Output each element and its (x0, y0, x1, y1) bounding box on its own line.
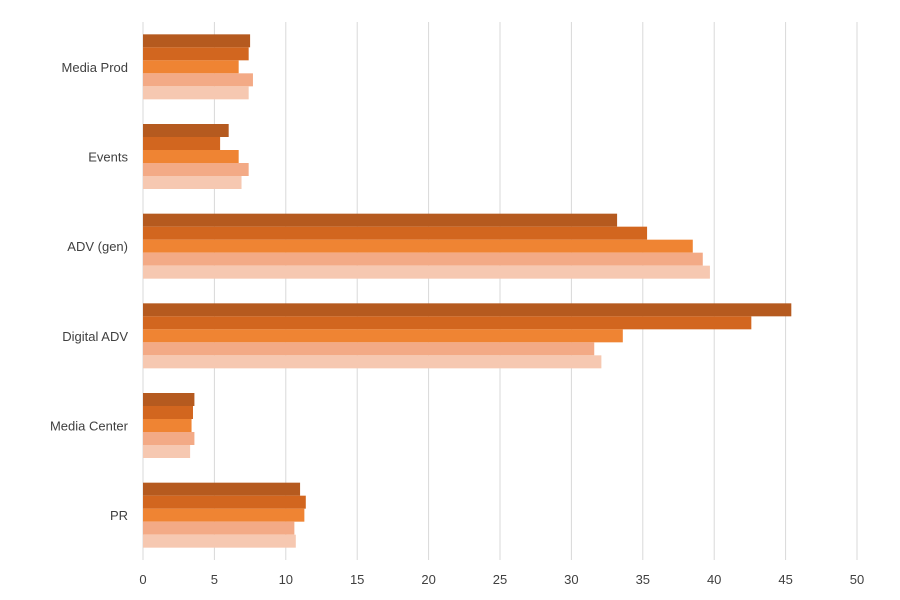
bar (143, 226, 648, 240)
category-label: Media Prod (62, 60, 128, 75)
bar (143, 495, 306, 509)
category-label: Media Center (50, 419, 129, 434)
bar (143, 73, 253, 87)
x-tick-label: 0 (139, 572, 146, 587)
bar (143, 316, 752, 330)
bar (143, 176, 242, 189)
category-label: Digital ADV (62, 329, 128, 344)
bar (143, 213, 618, 227)
x-tick-label: 20 (421, 572, 435, 587)
bar (143, 342, 595, 356)
bar (143, 355, 602, 369)
x-tick-label: 10 (279, 572, 293, 587)
bar (143, 265, 710, 279)
category-label: Events (88, 150, 128, 165)
category-label: ADV (gen) (67, 239, 128, 254)
bar (143, 163, 249, 176)
x-axis-tick-labels: 0 5 10 15 20 25 30 35 40 45 50 (139, 572, 864, 587)
x-tick-label: 35 (636, 572, 650, 587)
bar (143, 329, 623, 343)
bar (143, 150, 239, 163)
bar (143, 432, 195, 445)
category-label: PR (110, 508, 128, 523)
bar (143, 482, 301, 496)
bar (143, 34, 251, 48)
x-tick-label: 50 (850, 572, 864, 587)
x-tick-label: 15 (350, 572, 364, 587)
bar (143, 86, 249, 100)
x-tick-label: 45 (778, 572, 792, 587)
bar (143, 521, 295, 535)
bar (143, 534, 296, 548)
bar (143, 393, 195, 406)
bar (143, 303, 792, 317)
x-tick-label: 40 (707, 572, 721, 587)
category-labels: Media Prod Events ADV (gen) Digital ADV Medi… (50, 60, 129, 523)
x-tick-label: 5 (211, 572, 218, 587)
bar (143, 508, 305, 522)
bar (143, 60, 239, 74)
bar (143, 47, 249, 61)
bar (143, 239, 693, 253)
bar (143, 252, 703, 266)
bar (143, 445, 191, 458)
bar (143, 137, 221, 150)
grid-lines (142, 22, 858, 560)
x-tick-label: 25 (493, 572, 507, 587)
bar (143, 406, 193, 419)
bar (143, 124, 229, 137)
x-tick-label: 30 (564, 572, 578, 587)
bars (143, 34, 792, 548)
bar (143, 419, 192, 432)
